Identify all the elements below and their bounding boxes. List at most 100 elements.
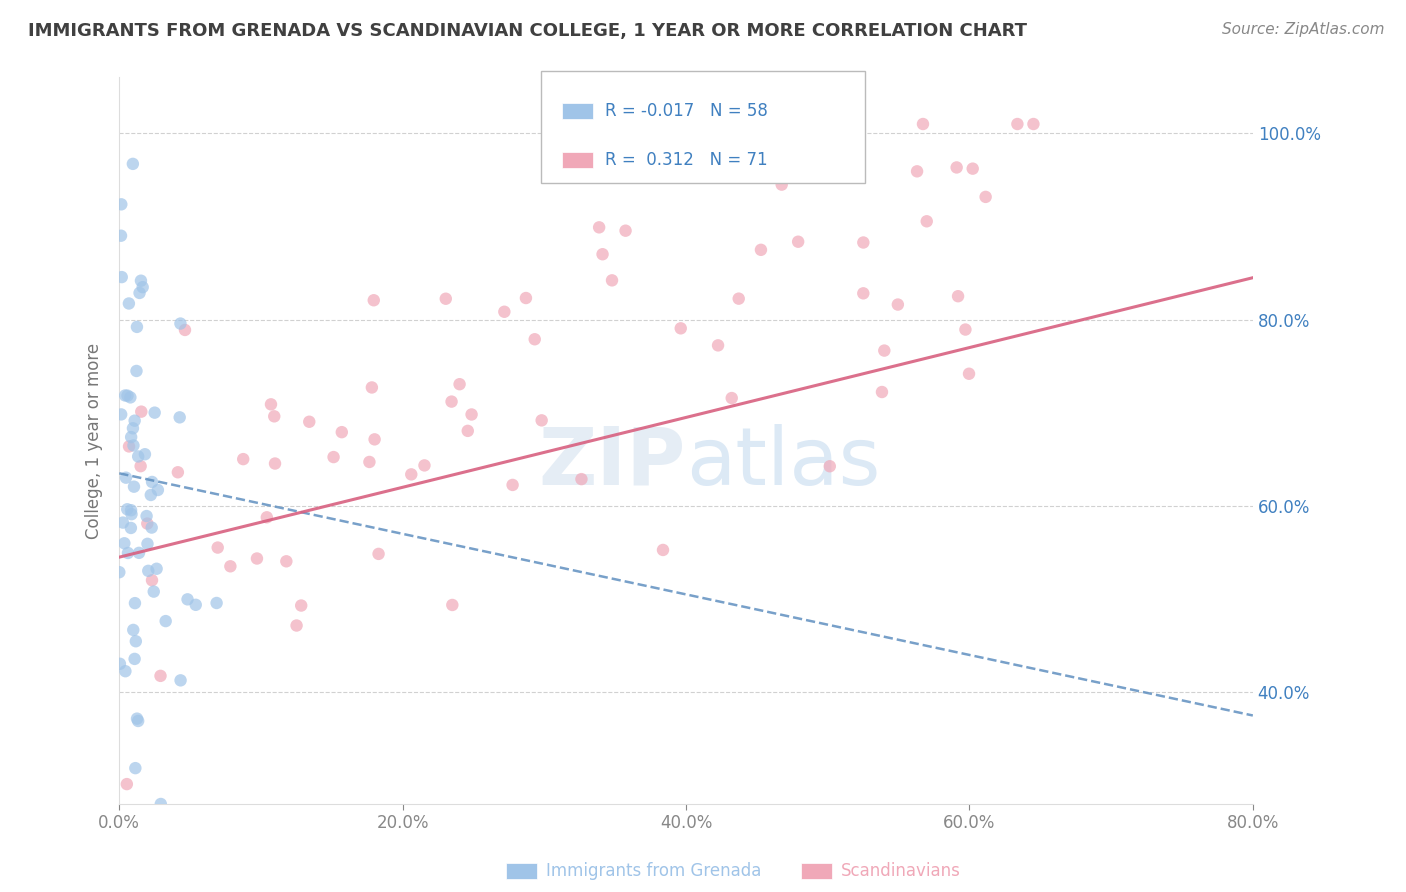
- Point: [870, 384, 893, 399]
- Point: [121, 157, 143, 171]
- Point: [749, 243, 772, 257]
- Point: [117, 389, 139, 403]
- Point: [957, 367, 980, 381]
- Point: [873, 343, 896, 358]
- Point: [600, 273, 623, 287]
- Point: [176, 592, 198, 607]
- Point: [207, 541, 229, 555]
- Point: [127, 714, 149, 728]
- Point: [149, 669, 172, 683]
- Point: [915, 214, 938, 228]
- Point: [114, 664, 136, 678]
- Point: [111, 516, 134, 530]
- Point: [441, 598, 464, 612]
- Point: [434, 292, 457, 306]
- Point: [117, 502, 139, 516]
- Text: IMMIGRANTS FROM GRENADA VS SCANDINAVIAN COLLEGE, 1 YEAR OR MORE CORRELATION CHAR: IMMIGRANTS FROM GRENADA VS SCANDINAVIAN …: [28, 22, 1028, 40]
- Point: [818, 459, 841, 474]
- Point: [367, 547, 389, 561]
- Text: Scandinavians: Scandinavians: [841, 862, 960, 880]
- Point: [169, 317, 191, 331]
- Text: Source: ZipAtlas.com: Source: ZipAtlas.com: [1222, 22, 1385, 37]
- Point: [115, 471, 138, 485]
- Point: [852, 286, 875, 301]
- Point: [787, 235, 810, 249]
- Point: [134, 447, 156, 461]
- Point: [322, 450, 344, 464]
- Point: [219, 559, 242, 574]
- Point: [360, 380, 382, 394]
- Point: [298, 415, 321, 429]
- Point: [460, 408, 482, 422]
- Point: [246, 551, 269, 566]
- Point: [494, 305, 516, 319]
- Point: [588, 220, 610, 235]
- Point: [946, 289, 969, 303]
- Point: [363, 433, 385, 447]
- Point: [129, 274, 152, 288]
- Point: [669, 321, 692, 335]
- Point: [530, 413, 553, 427]
- Point: [117, 546, 139, 560]
- Point: [139, 488, 162, 502]
- Point: [174, 323, 197, 337]
- Point: [502, 478, 524, 492]
- Point: [125, 634, 148, 648]
- Point: [136, 564, 159, 578]
- Point: [135, 509, 157, 524]
- Point: [184, 598, 207, 612]
- Point: [120, 521, 142, 535]
- Text: atlas: atlas: [686, 424, 880, 501]
- Point: [290, 599, 312, 613]
- Point: [141, 520, 163, 534]
- Point: [141, 475, 163, 489]
- Point: [330, 425, 353, 439]
- Point: [122, 421, 145, 435]
- Point: [125, 319, 148, 334]
- Point: [128, 546, 150, 560]
- Point: [887, 297, 910, 311]
- Point: [911, 117, 934, 131]
- Point: [359, 455, 381, 469]
- Point: [571, 472, 593, 486]
- Point: [232, 452, 254, 467]
- Point: [112, 536, 135, 550]
- Point: [124, 414, 146, 428]
- Point: [145, 562, 167, 576]
- Point: [131, 280, 153, 294]
- Point: [141, 574, 163, 588]
- Point: [125, 712, 148, 726]
- Point: [770, 178, 793, 192]
- Point: [1022, 117, 1045, 131]
- Point: [955, 322, 977, 336]
- Point: [110, 408, 132, 422]
- Point: [136, 516, 159, 531]
- Point: [945, 161, 967, 175]
- Point: [124, 761, 146, 775]
- Point: [108, 657, 131, 671]
- Point: [128, 285, 150, 300]
- Point: [111, 270, 134, 285]
- Point: [110, 197, 132, 211]
- Point: [727, 292, 749, 306]
- Point: [118, 296, 141, 310]
- Point: [108, 565, 131, 579]
- Point: [614, 224, 637, 238]
- Text: R = -0.017   N = 58: R = -0.017 N = 58: [605, 102, 768, 120]
- Point: [592, 247, 614, 261]
- Point: [110, 228, 132, 243]
- Point: [974, 190, 997, 204]
- Point: [114, 388, 136, 402]
- Text: Immigrants from Grenada: Immigrants from Grenada: [546, 862, 761, 880]
- Point: [260, 397, 283, 411]
- Point: [263, 409, 285, 424]
- Point: [707, 338, 730, 352]
- Point: [169, 673, 191, 688]
- Point: [720, 391, 742, 405]
- Point: [129, 459, 152, 474]
- Point: [122, 623, 145, 637]
- Point: [440, 394, 463, 409]
- Point: [205, 596, 228, 610]
- Point: [276, 554, 298, 568]
- Point: [155, 614, 177, 628]
